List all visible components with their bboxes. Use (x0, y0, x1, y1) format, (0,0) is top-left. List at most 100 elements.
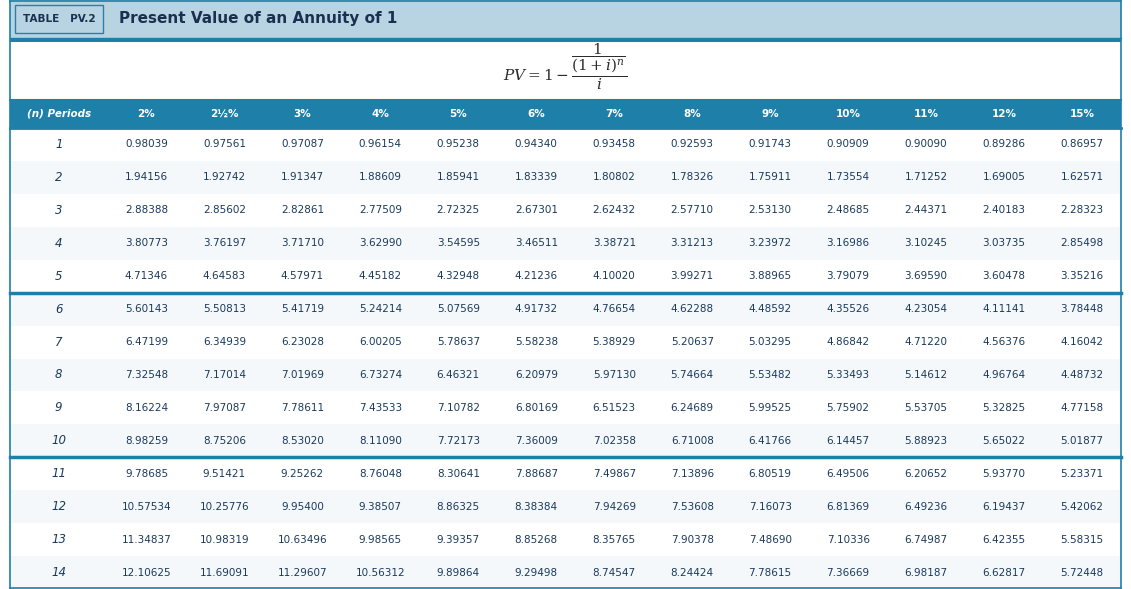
Text: 6: 6 (55, 303, 62, 316)
Text: 6.00205: 6.00205 (359, 337, 402, 347)
Text: 5.32825: 5.32825 (983, 403, 1026, 413)
Text: 4.86842: 4.86842 (827, 337, 870, 347)
Text: 9.51421: 9.51421 (202, 469, 245, 479)
Text: 0.89286: 0.89286 (983, 140, 1026, 150)
Text: 2.67301: 2.67301 (515, 206, 558, 216)
Text: 6.49506: 6.49506 (827, 469, 870, 479)
Bar (10, 424, 1121, 457)
Text: 12.10625: 12.10625 (122, 568, 171, 578)
Text: 5.41719: 5.41719 (280, 304, 323, 314)
Text: 3.54595: 3.54595 (437, 238, 480, 248)
Text: (n) Periods: (n) Periods (27, 109, 90, 119)
Text: 4.91732: 4.91732 (515, 304, 558, 314)
Text: 4.48732: 4.48732 (1061, 370, 1104, 380)
Text: 1.94156: 1.94156 (124, 173, 169, 183)
Text: 3.60478: 3.60478 (983, 271, 1026, 281)
Text: 4.64583: 4.64583 (202, 271, 245, 281)
Text: 5.97130: 5.97130 (593, 370, 636, 380)
Text: 7.43533: 7.43533 (359, 403, 402, 413)
Text: 7.02358: 7.02358 (593, 436, 636, 446)
Text: 6.19437: 6.19437 (983, 502, 1026, 512)
Text: 2.72325: 2.72325 (437, 206, 480, 216)
Text: 0.91743: 0.91743 (749, 140, 792, 150)
Text: 7.97087: 7.97087 (202, 403, 245, 413)
Text: 2½%: 2½% (210, 109, 239, 119)
Text: 7.16073: 7.16073 (749, 502, 792, 512)
Bar (10, 556, 1121, 589)
Text: 7.13896: 7.13896 (671, 469, 714, 479)
Text: 4.77158: 4.77158 (1061, 403, 1104, 413)
Text: 1.73554: 1.73554 (827, 173, 870, 183)
Text: 7.10336: 7.10336 (827, 535, 870, 545)
Text: 6.41766: 6.41766 (749, 436, 792, 446)
Text: 5.14612: 5.14612 (905, 370, 948, 380)
Text: 6.73274: 6.73274 (359, 370, 402, 380)
Text: 6.74987: 6.74987 (905, 535, 948, 545)
Text: 7.36669: 7.36669 (827, 568, 870, 578)
Text: 9.25262: 9.25262 (280, 469, 323, 479)
Text: $\mathit{PV} = 1 - \dfrac{\dfrac{1}{(1+i)^n}}{i}$: $\mathit{PV} = 1 - \dfrac{\dfrac{1}{(1+i… (503, 42, 628, 92)
Text: 6.62817: 6.62817 (983, 568, 1026, 578)
Text: 5.01877: 5.01877 (1061, 436, 1104, 446)
Text: 4.96764: 4.96764 (983, 370, 1026, 380)
Text: 7.48690: 7.48690 (749, 535, 792, 545)
Text: 7.78615: 7.78615 (749, 568, 792, 578)
Bar (10, 457, 1121, 490)
Bar (10, 42, 1121, 100)
Text: 5.42062: 5.42062 (1061, 502, 1104, 512)
Text: 5.75902: 5.75902 (827, 403, 870, 413)
Text: 6.20652: 6.20652 (905, 469, 948, 479)
Text: 5.24214: 5.24214 (359, 304, 402, 314)
Text: 3.46511: 3.46511 (515, 238, 558, 248)
Text: 3.78448: 3.78448 (1061, 304, 1104, 314)
Text: 4.45182: 4.45182 (359, 271, 402, 281)
Text: 7.32548: 7.32548 (124, 370, 169, 380)
Text: 7%: 7% (605, 109, 623, 119)
Text: 10.98319: 10.98319 (199, 535, 249, 545)
Bar (10, 0, 1121, 38)
Text: 2.82861: 2.82861 (280, 206, 323, 216)
Text: 5.33493: 5.33493 (827, 370, 870, 380)
Text: 8.16224: 8.16224 (124, 403, 169, 413)
Text: 9.38507: 9.38507 (359, 502, 402, 512)
Text: 3.16986: 3.16986 (827, 238, 870, 248)
Text: 4.71220: 4.71220 (905, 337, 948, 347)
Text: 8.86325: 8.86325 (437, 502, 480, 512)
Text: 2.48685: 2.48685 (827, 206, 870, 216)
Text: 4: 4 (55, 237, 62, 250)
Text: 1: 1 (55, 138, 62, 151)
Text: 4.23054: 4.23054 (905, 304, 948, 314)
Bar (10, 161, 1121, 194)
Text: 3.88965: 3.88965 (749, 271, 792, 281)
Text: 0.97087: 0.97087 (280, 140, 323, 150)
Text: 1.69005: 1.69005 (983, 173, 1026, 183)
Text: 1.80802: 1.80802 (593, 173, 636, 183)
Text: 8: 8 (55, 369, 62, 382)
Text: 10.56312: 10.56312 (355, 568, 405, 578)
Text: 3: 3 (55, 204, 62, 217)
Text: 4.16042: 4.16042 (1061, 337, 1104, 347)
Text: 0.86957: 0.86957 (1061, 140, 1104, 150)
Text: 4.57971: 4.57971 (280, 271, 323, 281)
Text: 8.24424: 8.24424 (671, 568, 714, 578)
Text: 10: 10 (51, 434, 67, 447)
Text: 3.80773: 3.80773 (124, 238, 167, 248)
Text: 7.90378: 7.90378 (671, 535, 714, 545)
Text: 4.35526: 4.35526 (827, 304, 870, 314)
Text: 2.44371: 2.44371 (905, 206, 948, 216)
Text: 2.85602: 2.85602 (202, 206, 245, 216)
Text: 7.49867: 7.49867 (593, 469, 636, 479)
Text: 10.25776: 10.25776 (199, 502, 249, 512)
Text: 8.38384: 8.38384 (515, 502, 558, 512)
Text: 12%: 12% (992, 109, 1017, 119)
Text: 5.03295: 5.03295 (749, 337, 792, 347)
Text: 0.98039: 0.98039 (126, 140, 167, 150)
Text: 5.53705: 5.53705 (905, 403, 948, 413)
Text: 0.93458: 0.93458 (593, 140, 636, 150)
Text: 4.21236: 4.21236 (515, 271, 558, 281)
Text: 2.40183: 2.40183 (983, 206, 1026, 216)
Text: 4.76654: 4.76654 (593, 304, 636, 314)
Text: 7.10782: 7.10782 (437, 403, 480, 413)
Bar (10, 128, 1121, 161)
Text: 5.07569: 5.07569 (437, 304, 480, 314)
